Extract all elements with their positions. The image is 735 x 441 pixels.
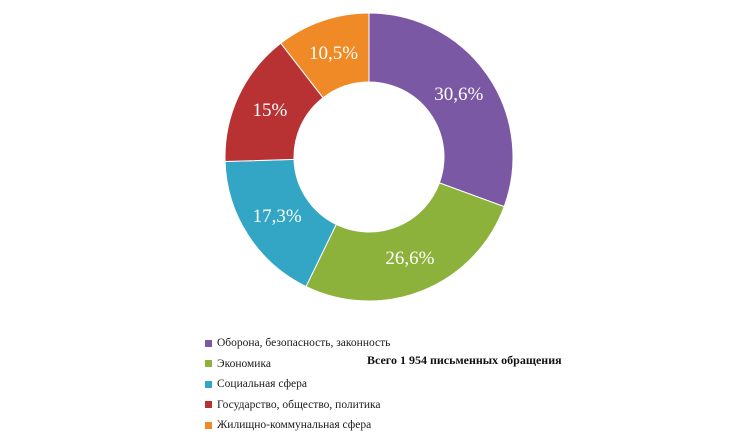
donut-slice	[280, 12, 370, 99]
slice-value-label: 10,5%	[309, 43, 358, 64]
donut-slices	[224, 12, 514, 302]
legend-label: Оборона, безопасность, законность	[217, 337, 391, 349]
legend-swatch	[205, 401, 212, 408]
slice-value-label: 15%	[253, 100, 288, 121]
legend-item: Экономика	[205, 357, 390, 371]
legend-label: Жилищно-коммунальная сфера	[217, 419, 372, 431]
donut-slice	[305, 182, 505, 302]
legend-item: Государство, общество, политика	[205, 398, 390, 412]
legend-label: Государство, общество, политика	[217, 398, 381, 411]
legend-swatch	[205, 421, 212, 429]
slice-value-label: 26,6%	[385, 248, 434, 269]
legend-label: Экономика	[217, 357, 271, 370]
legend-label: Социальная сфера	[217, 378, 307, 390]
donut-slice	[368, 12, 514, 208]
legend-item: Жилищно-коммунальная сфера	[205, 418, 390, 432]
legend-swatch	[205, 339, 212, 347]
total-caption: Всего 1 954 письменных обращения	[367, 353, 562, 367]
slice-value-label: 30,6%	[434, 84, 483, 105]
legend-item: Оборона, безопасность, законность	[205, 336, 390, 350]
legend-swatch	[205, 360, 212, 367]
slice-labels: 30,6% 26,6% 17,3% 15% 10,5%	[253, 43, 484, 269]
legend-swatch	[205, 380, 212, 388]
chart-legend: Оборона, безопасность, законность Экономи…	[205, 336, 390, 439]
slice-value-label: 17,3%	[253, 206, 302, 227]
legend-item: Социальная сфера	[205, 377, 390, 391]
